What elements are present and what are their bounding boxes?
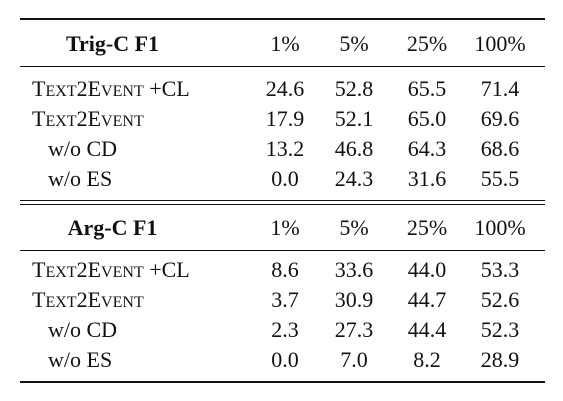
table-cell: 52.1 (334, 106, 374, 131)
column-header: 25% (406, 215, 448, 240)
table-cell: 30.9 (334, 287, 374, 312)
section-title-arg: Arg-C F1 (67, 215, 158, 240)
table-cell: 33.6 (334, 257, 374, 282)
table-cell: 8.6 (271, 257, 299, 282)
section-separator-lower (20, 204, 545, 205)
table-cell: 52.3 (480, 317, 520, 342)
table-row: w/o ES 0.0 7.0 8.2 28.9 (0, 345, 563, 375)
row-label: w/o ES (48, 166, 113, 191)
row-label: w/o CD (48, 136, 118, 161)
table-cell: 65.5 (407, 76, 447, 101)
table-cell: 44.7 (407, 287, 447, 312)
table-cell: 44.4 (407, 317, 447, 342)
table-cell: 53.3 (480, 257, 520, 282)
table-cell: 28.9 (480, 347, 520, 372)
table-cell: 2.3 (271, 317, 299, 342)
row-label: w/o ES (48, 347, 113, 372)
table-cell: 7.0 (340, 347, 368, 372)
column-header: 25% (406, 31, 448, 56)
header-rule (20, 250, 545, 251)
row-label: TEXT2EVENT (32, 106, 144, 131)
table-row: TEXT2EVENT +CL 8.6 33.6 44.0 53.3 (0, 255, 563, 285)
row-label: TEXT2EVENT (32, 287, 144, 312)
table-cell: 31.6 (407, 166, 447, 191)
table-cell: 44.0 (407, 257, 447, 282)
table-cell: 68.6 (480, 136, 520, 161)
table-cell: 0.0 (271, 166, 299, 191)
table-row: w/o ES 0.0 24.3 31.6 55.5 (0, 164, 563, 194)
column-header: 1% (270, 31, 300, 56)
table-cell: 52.6 (480, 287, 520, 312)
header-row-trig: Trig-C F1 1% 5% 25% 100% (0, 29, 563, 59)
row-label: TEXT2EVENT +CL (32, 257, 190, 282)
section-separator-upper (20, 200, 545, 201)
table-cell: 64.3 (407, 136, 447, 161)
header-rule (20, 66, 545, 67)
table-cell: 17.9 (265, 106, 305, 131)
table-cell: 3.7 (271, 287, 299, 312)
table-cell: 55.5 (480, 166, 520, 191)
table-cell: 46.8 (334, 136, 374, 161)
table-cell: 24.6 (265, 76, 305, 101)
table-cell: 13.2 (265, 136, 305, 161)
table-cell: 8.2 (413, 347, 441, 372)
table-cell: 65.0 (407, 106, 447, 131)
table-cell: 24.3 (334, 166, 374, 191)
column-header: 5% (339, 215, 369, 240)
column-header: 100% (474, 215, 526, 240)
column-header: 1% (270, 215, 300, 240)
bottom-rule (20, 381, 545, 383)
column-header: 5% (339, 31, 369, 56)
table-cell: 0.0 (271, 347, 299, 372)
table-row: w/o CD 2.3 27.3 44.4 52.3 (0, 315, 563, 345)
table-row: TEXT2EVENT 17.9 52.1 65.0 69.6 (0, 104, 563, 134)
column-header: 100% (474, 31, 526, 56)
section-title-trig: Trig-C F1 (65, 31, 160, 56)
table-row: TEXT2EVENT 3.7 30.9 44.7 52.6 (0, 285, 563, 315)
top-rule (20, 18, 545, 20)
row-label: TEXT2EVENT +CL (32, 76, 190, 101)
row-label: w/o CD (48, 317, 118, 342)
header-row-arg: Arg-C F1 1% 5% 25% 100% (0, 213, 563, 243)
table-cell: 27.3 (334, 317, 374, 342)
table-row: TEXT2EVENT +CL 24.6 52.8 65.5 71.4 (0, 74, 563, 104)
table-cell: 69.6 (480, 106, 520, 131)
table-row: w/o CD 13.2 46.8 64.3 68.6 (0, 134, 563, 164)
table-cell: 52.8 (334, 76, 374, 101)
table-cell: 71.4 (480, 76, 520, 101)
